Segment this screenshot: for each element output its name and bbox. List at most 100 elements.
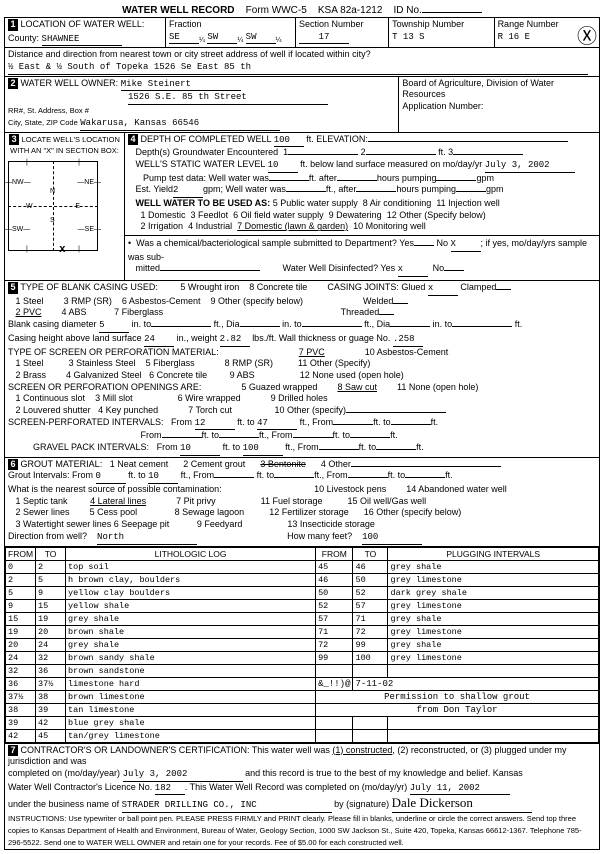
table-row: 3839tan limestonefrom Don Taylor	[6, 703, 599, 716]
locate-lbl: LOCATE WELL'S LOCATION WITH AN "X" IN SE…	[10, 135, 120, 156]
range: R 16 E	[498, 32, 530, 42]
twp-lbl: Township Number	[392, 19, 464, 29]
loc-lbl: LOCATION OF WATER WELL:	[21, 19, 145, 29]
fr3: SW	[246, 32, 276, 45]
circled-mark: Ⓧ	[577, 24, 597, 50]
depth-lbl: DEPTH OF COMPLETED WELL	[141, 134, 272, 144]
howmany: 100	[362, 532, 422, 545]
board-lbl: Board of Agriculture, Division of Water …	[402, 78, 554, 100]
section-owner: 2 WATER WELL OWNER: Mike Steinert 1526 S…	[4, 77, 600, 133]
section-grout: 6 GROUT MATERIAL: 1 Neat cement 2 Cement…	[4, 458, 600, 547]
county-lbl: County:	[8, 33, 39, 43]
open-lbl: SCREEN OR PERFORATION OPENINGS ARE:	[8, 382, 201, 392]
guage: .258	[393, 334, 423, 347]
contam-lbl: What is the nearest source of possible c…	[8, 484, 222, 494]
h-to2: TO	[353, 547, 388, 560]
owner-lbl: WATER WELL OWNER:	[21, 78, 119, 88]
section-casing: 5 TYPE OF BLANK CASING USED: 5 Wrought i…	[4, 281, 600, 458]
table-row: 4245tan/grey limestone	[6, 729, 599, 742]
h-from: FROM	[6, 547, 36, 560]
table-row: 2024grey shale7299grey shale	[6, 638, 599, 651]
table-row: 37½38brown limestonePermission to shallo…	[6, 690, 599, 703]
well-x-mark: x	[59, 244, 66, 256]
title: WATER WELL RECORD	[122, 5, 234, 16]
app-lbl: Application Number:	[402, 101, 483, 111]
table-row: 2432brown sandy shale99100grey limestone	[6, 651, 599, 664]
weight: 2.82	[220, 334, 250, 347]
gravel-to: 100	[243, 443, 283, 456]
table-row: 59yellow clay boulders5052dark grey shal…	[6, 586, 599, 599]
gravel-from: 10	[180, 443, 220, 456]
contam-selected: 4 Lateral lines	[90, 496, 146, 506]
license: 182	[155, 783, 185, 796]
depth-val: 100	[274, 135, 304, 148]
height: 24	[144, 334, 174, 347]
used-lbl: WELL WATER TO BE USED AS:	[136, 198, 271, 208]
gw-lbl: Depth(s) Groundwater Encountered	[136, 147, 279, 157]
frac-lbl: Fraction	[169, 19, 202, 29]
business: STRADER DRILLING CO., INC	[122, 800, 332, 813]
fr2: SW	[207, 32, 237, 45]
fr1: SE	[169, 32, 199, 45]
record-date: July 11, 2002	[410, 783, 510, 796]
section-location: 1 LOCATION OF WATER WELL: County: SHAWNE…	[4, 17, 600, 77]
casing-selected: 2 PVC	[16, 307, 42, 317]
addr1: 1526 S.E. 85 th Street	[128, 92, 328, 105]
table-row: 3942blue grey shale	[6, 716, 599, 729]
perf-to: 47	[257, 418, 297, 431]
county: SHAWNEE	[42, 34, 122, 47]
section-log: FROM TO LITHOLOGIC LOG FROM TO PLUGGING …	[4, 547, 600, 744]
township: T 13 S	[392, 32, 424, 42]
section: 17	[299, 32, 349, 45]
dia: 5	[99, 320, 129, 333]
section-3-4: 3 LOCATE WELL'S LOCATION WITH AN "X" IN …	[4, 133, 600, 282]
static: 10	[268, 160, 298, 173]
h-plug: PLUGGING INTERVALS	[388, 547, 599, 560]
sec-lbl: Section Number	[299, 19, 364, 29]
use-selected: 7 Domestic (lawn & garden)	[237, 221, 348, 231]
form-no: Form WWC-5	[246, 5, 307, 16]
screen-selected: 7 PVC	[299, 347, 325, 357]
h-to: TO	[36, 547, 66, 560]
section-box: —NW— —NE— —SW— —SE— || || WE NS x	[8, 161, 98, 251]
table-row: 3236brown sandstone	[6, 664, 599, 677]
table-row: 25h brown clay, boulders4650grey limesto…	[6, 573, 599, 586]
open-selected: 8 Saw cut	[337, 382, 377, 392]
dist-lbl: Distance and direction from nearest town…	[8, 49, 371, 59]
instructions: INSTRUCTIONS: Use typewriter or ball poi…	[8, 814, 582, 846]
form-header: WATER WELL RECORD Form WWC-5 KSA 82a-121…	[4, 4, 600, 17]
table-row: 1519grey shale5771grey shale	[6, 612, 599, 625]
disinfect-x: x	[398, 264, 428, 277]
table-row: 915yellow shale5257grey limestone	[6, 599, 599, 612]
owner-name: Mike Steinert	[121, 79, 241, 92]
grout-lbl: GROUT MATERIAL:	[21, 459, 103, 469]
cert-constructed: (1) constructed	[332, 745, 392, 755]
static-lbl: WELL'S STATIC WATER LEVEL	[136, 159, 266, 169]
elev-lbl: ft. ELEVATION:	[306, 134, 368, 144]
perf-from: 12	[195, 418, 235, 431]
screen-lbl: TYPE OF SCREEN OR PERFORATION MATERIAL:	[8, 347, 219, 357]
joint-x: x	[428, 283, 458, 296]
completed-date: July 3, 2002	[123, 769, 243, 782]
city-lbl: City, State, ZIP Code	[8, 118, 78, 127]
table-row: 1920brown shale7172grey limestone	[6, 625, 599, 638]
grout-to: 10	[148, 471, 178, 484]
rng-lbl: Range Number	[498, 19, 559, 29]
signature: Dale Dickerson	[392, 795, 532, 813]
rr-lbl: RR#, St. Address, Box #	[8, 106, 89, 115]
perf-lbl: SCREEN-PERFORATED INTERVALS:	[8, 417, 164, 427]
h-lith: LITHOLOGIC LOG	[66, 547, 316, 560]
idno-lbl: ID No.	[394, 5, 422, 16]
grout-struck: 3 Bentonite	[260, 459, 306, 469]
casing-lbl: TYPE OF BLANK CASING USED:	[20, 282, 158, 292]
ksa: KSA 82a-1212	[318, 5, 383, 16]
addr2: Wakarusa, Kansas 66546	[80, 118, 280, 131]
section-cert: 7 CONTRACTOR'S OR LANDOWNER'S CERTIFICAT…	[4, 744, 600, 851]
h-from2: FROM	[316, 547, 353, 560]
direction: North	[97, 532, 197, 545]
grout-from: 0	[96, 471, 126, 484]
dist: ½ East & ½ South of Topeka 1526 Se East …	[8, 62, 588, 75]
static-date: July 3, 2002	[485, 160, 575, 173]
gravel-lbl: GRAVEL PACK INTERVALS:	[33, 442, 149, 452]
est-yield: 2	[173, 185, 203, 198]
